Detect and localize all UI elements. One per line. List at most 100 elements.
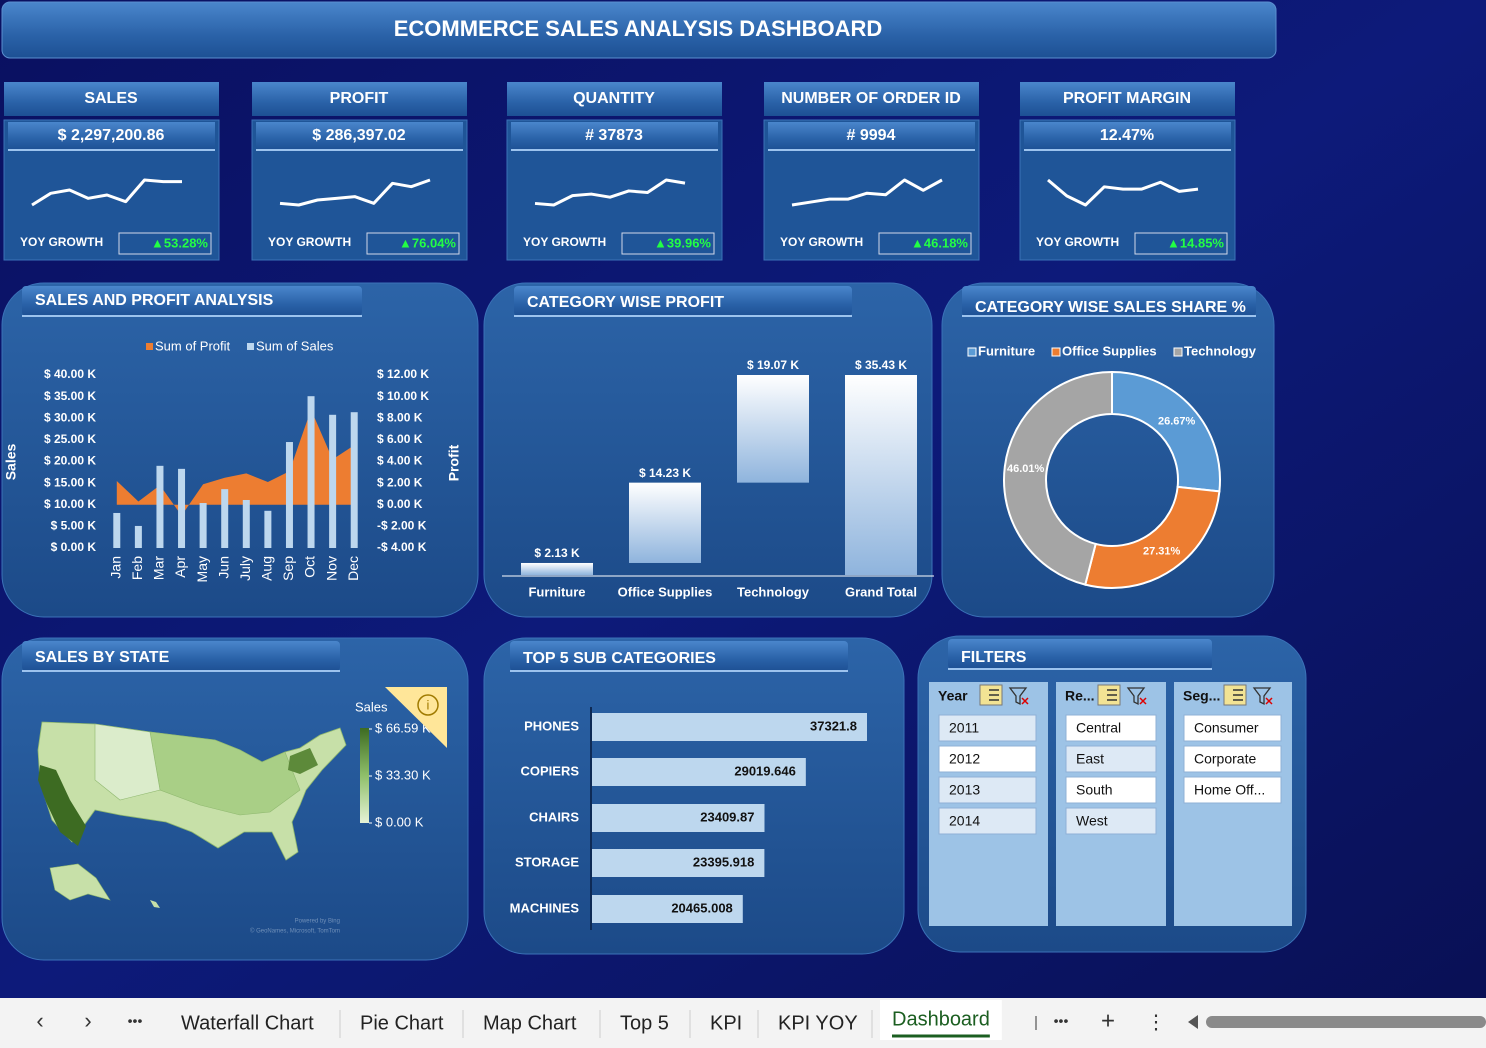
- alaska: [49, 863, 111, 901]
- kpi-growth: ▲46.18%: [911, 235, 968, 250]
- slicer-item-label[interactable]: West: [1076, 813, 1108, 829]
- slicer-item-label[interactable]: South: [1076, 782, 1113, 798]
- donut-slice: [1003, 370, 1113, 586]
- nav-next[interactable]: ›: [84, 1008, 91, 1033]
- scrollbar[interactable]: [1206, 1016, 1486, 1028]
- slicer-item[interactable]: [1183, 714, 1282, 742]
- kpi-yoy-label: YOY GROWTH: [523, 235, 606, 249]
- dashboard-title: ECOMMERCE SALES ANALYSIS DASHBOARD: [394, 16, 883, 41]
- clear-filter-x[interactable]: [1265, 697, 1273, 705]
- y-tick-label: $ 10.00 K: [44, 497, 96, 511]
- info-badge[interactable]: [385, 687, 447, 748]
- more-sheets-right[interactable]: •••: [1054, 1013, 1069, 1029]
- category-label: Furniture: [528, 584, 585, 599]
- kpi-sparkline: [1047, 178, 1199, 207]
- y-tick-label: $ 35.00 K: [44, 389, 96, 403]
- slicer-item-label[interactable]: 2011: [949, 720, 979, 736]
- slicer-item[interactable]: [938, 776, 1037, 804]
- kpi-growth: ▲39.96%: [654, 235, 711, 250]
- sales-profit-header: [22, 286, 362, 316]
- kpi-value-box: [1024, 122, 1231, 150]
- clear-filter-icon[interactable]: [1008, 687, 1028, 706]
- nav-prev[interactable]: ‹: [36, 1008, 43, 1033]
- new-york: [288, 748, 318, 774]
- slicer-item[interactable]: [1065, 776, 1157, 804]
- y-axis-title: Sales: [3, 443, 19, 480]
- clear-filter-icon[interactable]: [1252, 687, 1272, 706]
- more-sheets[interactable]: •••: [128, 1013, 143, 1029]
- y2-tick-label: $ 2.00 K: [377, 475, 423, 489]
- waterfall-bar: [737, 375, 809, 483]
- slicer-item-label[interactable]: 2012: [949, 751, 980, 767]
- sheet-tab[interactable]: Dashboard: [892, 1008, 990, 1030]
- category-label: PHONES: [524, 718, 579, 733]
- sales-bar: [199, 503, 207, 548]
- slicer-item[interactable]: [1065, 807, 1157, 835]
- sales-bar: [329, 414, 337, 548]
- slicer-item[interactable]: [938, 745, 1037, 773]
- sheet-menu[interactable]: ⋮: [1146, 1011, 1166, 1033]
- slicer-title: Re...: [1065, 688, 1095, 704]
- top-subcat-title: TOP 5 SUB CATEGORIES: [523, 650, 716, 667]
- sales-bar: [156, 465, 164, 548]
- slicer-item[interactable]: [1065, 714, 1157, 742]
- sheet-tab[interactable]: Top 5: [620, 1012, 669, 1034]
- kpi-header: [252, 82, 467, 116]
- kpi-header: [1020, 82, 1235, 116]
- y-tick-label: $ 30.00 K: [44, 410, 96, 424]
- y-tick-label: $ 25.00 K: [44, 432, 96, 446]
- filters-header: [948, 639, 1212, 669]
- sheet-tab[interactable]: KPI YOY: [778, 1012, 858, 1034]
- sheet-tab[interactable]: Waterfall Chart: [181, 1012, 314, 1034]
- add-sheet[interactable]: +: [1101, 1007, 1115, 1034]
- slicer-item[interactable]: [1065, 745, 1157, 773]
- kpi-title: QUANTITY: [573, 90, 655, 107]
- slicer-item-label[interactable]: Corporate: [1194, 751, 1256, 767]
- y2-tick-label: $ 12.00 K: [377, 367, 429, 381]
- category-label: COPIERS: [520, 763, 579, 778]
- kpi-sparkline: [534, 178, 686, 207]
- sheet-tab[interactable]: KPI: [710, 1012, 742, 1034]
- slicer-item-label[interactable]: 2013: [949, 782, 980, 798]
- x-tick-label: Oct: [302, 556, 318, 578]
- category-label: Grand Total: [845, 584, 917, 599]
- clear-filter-x[interactable]: [1021, 697, 1029, 705]
- y-tick-label: $ 5.00 K: [51, 519, 97, 533]
- slicer-item[interactable]: [938, 807, 1037, 835]
- sheet-tab[interactable]: Map Chart: [483, 1012, 577, 1034]
- y2-tick-label: -$ 4.00 K: [377, 540, 427, 554]
- slicer-item-label[interactable]: Home Off...: [1194, 782, 1265, 798]
- info-icon[interactable]: [417, 694, 439, 716]
- kpi-title: NUMBER OF ORDER ID: [781, 90, 961, 107]
- profit-area: [116, 409, 355, 516]
- scroll-left[interactable]: [1188, 1015, 1198, 1029]
- kpi-title: PROFIT: [330, 90, 389, 107]
- kpi-growth-box: [366, 232, 460, 255]
- category-label: Technology: [737, 584, 810, 599]
- kpi-growth: ▲76.04%: [399, 235, 456, 250]
- kpi-yoy-label: YOY GROWTH: [780, 235, 863, 249]
- clear-filter-x[interactable]: [1139, 697, 1147, 705]
- category-profit-header: [514, 286, 852, 316]
- slicer-item[interactable]: [1183, 776, 1282, 804]
- waterfall-bar: [521, 562, 593, 575]
- map-region: [94, 723, 161, 801]
- legend-label: Furniture: [978, 343, 1035, 358]
- slicer-item[interactable]: [1183, 745, 1282, 773]
- slicer-item[interactable]: [938, 714, 1037, 742]
- legend-swatch: [967, 347, 977, 357]
- slicer-item-label[interactable]: East: [1076, 751, 1104, 767]
- x-tick-label: Jan: [107, 556, 123, 579]
- slicer-item-label[interactable]: 2014: [949, 813, 980, 829]
- sales-state-header: [22, 641, 340, 671]
- sheet-tab[interactable]: Pie Chart: [360, 1012, 444, 1034]
- clear-filter-icon[interactable]: [1126, 687, 1146, 706]
- sales-bar: [134, 525, 142, 548]
- kpi-growth-box: [1134, 232, 1228, 255]
- active-tab-bg: [880, 1000, 1002, 1040]
- map-credit: © GeoNames, Microsoft, TomTom: [250, 928, 340, 935]
- slicer-item-label[interactable]: Consumer: [1194, 720, 1259, 736]
- slicer-item-label[interactable]: Central: [1076, 720, 1121, 736]
- sales-state-title: SALES BY STATE: [35, 649, 170, 666]
- y2-tick-label: $ 10.00 K: [377, 389, 429, 403]
